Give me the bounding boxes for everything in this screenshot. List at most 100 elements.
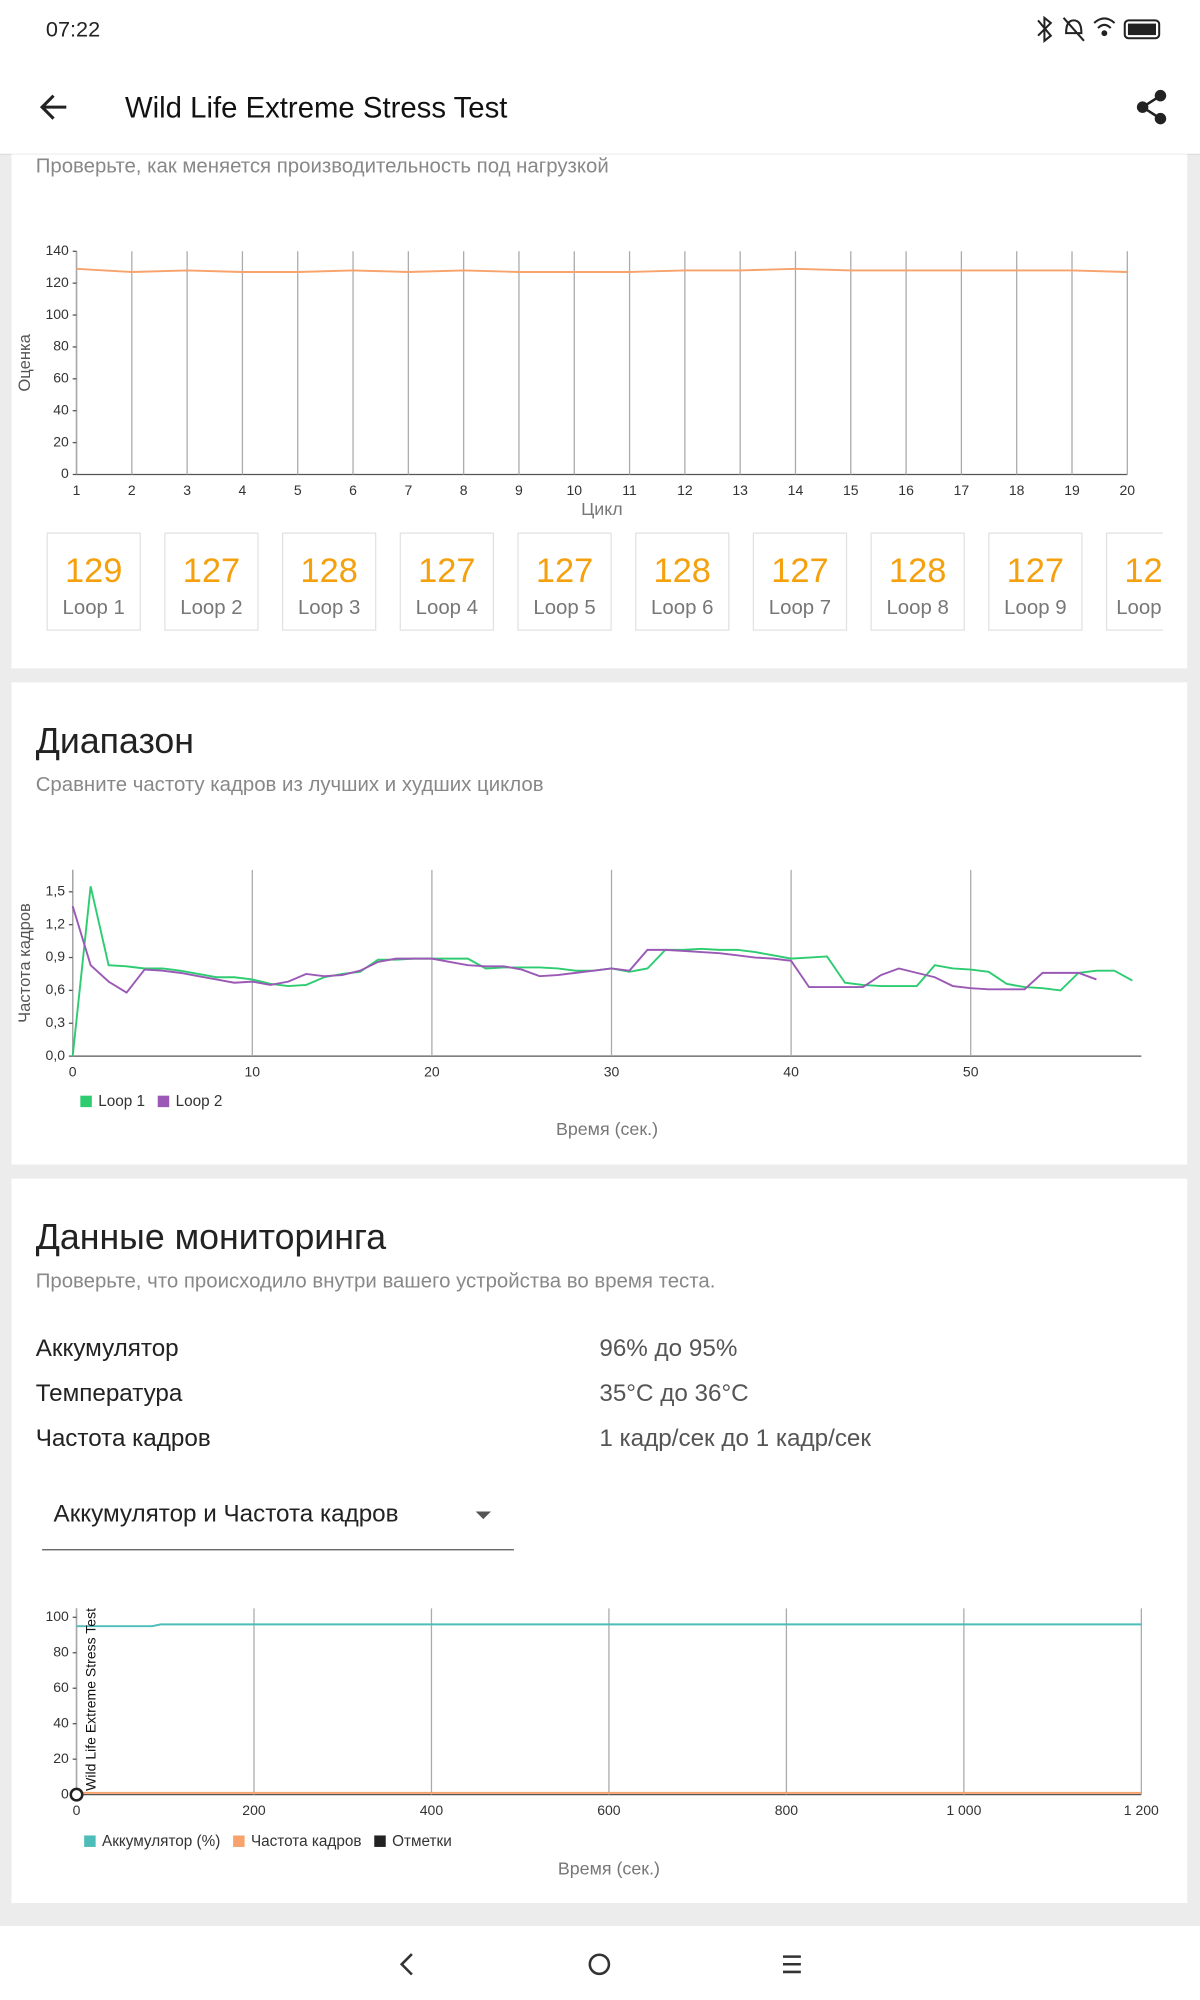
x-tick-label: 800 bbox=[775, 1802, 799, 1818]
loop-label: Loop 4 bbox=[416, 597, 478, 619]
y-tick-label: 100 bbox=[45, 1608, 69, 1624]
row-label: Аккумулятор bbox=[36, 1335, 179, 1362]
loop-score: 127 bbox=[183, 552, 240, 590]
row-label: Температура bbox=[36, 1380, 183, 1407]
x-tick-label: 10 bbox=[566, 482, 582, 498]
nav-bar bbox=[0, 1926, 1200, 2000]
loop-score: 127 bbox=[1007, 552, 1064, 590]
nav-home[interactable] bbox=[588, 1953, 611, 1976]
x-tick-label: 4 bbox=[239, 482, 247, 498]
legend-swatch bbox=[374, 1835, 386, 1847]
section-title: Данные мониторинга bbox=[36, 1217, 386, 1257]
y-tick-label: 0,6 bbox=[46, 981, 66, 997]
loop-score: 127 bbox=[1124, 552, 1181, 590]
share-button[interactable] bbox=[1136, 89, 1167, 125]
loop-card[interactable] bbox=[281, 532, 377, 631]
loop-card[interactable] bbox=[752, 532, 848, 631]
loop-label: Loop 9 bbox=[1004, 597, 1066, 619]
loop-card[interactable] bbox=[635, 532, 730, 631]
y-tick-label: 20 bbox=[53, 1750, 69, 1766]
nav-menu[interactable] bbox=[782, 1955, 801, 1974]
loop-card[interactable] bbox=[988, 532, 1083, 631]
legend-swatch bbox=[157, 1095, 170, 1108]
x-tick-label: 14 bbox=[788, 482, 804, 498]
x-tick-label: 18 bbox=[1009, 482, 1025, 498]
loop-score: 128 bbox=[300, 552, 357, 590]
y-tick-label: 80 bbox=[53, 1643, 69, 1659]
legend-label: Отметки bbox=[392, 1833, 452, 1850]
legend-swatch bbox=[80, 1095, 92, 1108]
loop-label: Loop 1 bbox=[63, 597, 125, 619]
x-axis-title: Время (сек.) bbox=[558, 1859, 660, 1879]
x-tick-label: 13 bbox=[732, 482, 748, 498]
loop-label: Loop 2 bbox=[180, 597, 242, 619]
y-tick-label: 0 bbox=[61, 465, 69, 481]
loop-card[interactable] bbox=[46, 532, 141, 631]
y-tick-label: 20 bbox=[53, 433, 69, 449]
dropdown-arrow[interactable] bbox=[475, 1511, 491, 1520]
x-tick-label: 3 bbox=[183, 482, 191, 498]
x-tick-label: 9 bbox=[515, 482, 523, 498]
app-title: Wild Life Extreme Stress Test bbox=[125, 91, 507, 124]
loop-card[interactable] bbox=[1105, 532, 1200, 631]
status-time: 07:22 bbox=[46, 16, 100, 41]
x-tick-label: 11 bbox=[622, 482, 637, 498]
legend-label: Loop 2 bbox=[176, 1093, 223, 1110]
marker-label: Wild Life Extreme Stress Test bbox=[83, 1608, 99, 1791]
section-subtitle: Проверьте, что происходило внутри вашего… bbox=[36, 1270, 716, 1292]
x-tick-label: 200 bbox=[242, 1802, 266, 1818]
x-axis-title: Время (сек.) bbox=[556, 1119, 658, 1139]
section-title: Диапазон bbox=[36, 721, 194, 761]
section-subtitle: Сравните частоту кадров из лучших и худш… bbox=[36, 774, 544, 796]
loop-label: Loop 3 bbox=[298, 597, 360, 619]
x-tick-label: 10 bbox=[244, 1063, 260, 1079]
series-line bbox=[76, 267, 1128, 273]
x-tick-label: 0 bbox=[73, 1802, 81, 1818]
legend-label: Аккумулятор (%) bbox=[102, 1833, 220, 1850]
loop-label: Loop 6 bbox=[651, 597, 713, 619]
x-tick-label: 15 bbox=[843, 482, 859, 498]
y-axis-title: Частота кадров bbox=[15, 903, 34, 1023]
y-tick-label: 100 bbox=[45, 306, 69, 322]
legend-swatch bbox=[233, 1835, 245, 1847]
x-tick-label: 1 200 bbox=[1124, 1802, 1159, 1818]
y-tick-label: 0,3 bbox=[46, 1014, 66, 1030]
x-tick-label: 600 bbox=[597, 1802, 621, 1818]
y-tick-label: 80 bbox=[53, 338, 69, 354]
x-tick-label: 1 bbox=[73, 482, 81, 498]
row-value: 35°C до 36°C bbox=[599, 1380, 748, 1407]
dropdown[interactable]: Аккумулятор и Частота кадров bbox=[42, 1501, 514, 1551]
loop-card[interactable] bbox=[870, 532, 965, 631]
x-tick-label: 50 bbox=[963, 1063, 979, 1079]
x-tick-label: 19 bbox=[1064, 482, 1080, 498]
loop-score: 128 bbox=[889, 552, 946, 590]
loop-label: Loop 8 bbox=[886, 597, 948, 619]
y-tick-label: 60 bbox=[53, 1679, 69, 1695]
legend-label: Loop 1 bbox=[98, 1093, 145, 1110]
x-tick-label: 7 bbox=[404, 482, 412, 498]
x-tick-label: 12 bbox=[677, 482, 693, 498]
y-tick-label: 0,9 bbox=[46, 948, 66, 964]
y-tick-label: 60 bbox=[53, 370, 69, 386]
y-tick-label: 140 bbox=[45, 242, 69, 258]
loop-card[interactable] bbox=[399, 532, 495, 631]
top-bar-bg bbox=[0, 0, 1200, 155]
y-tick-label: 1,2 bbox=[46, 915, 66, 931]
monitoring-card bbox=[11, 1178, 1188, 1904]
loop-label: Loop 5 bbox=[533, 597, 595, 619]
legend-swatch bbox=[84, 1835, 96, 1847]
x-tick-label: 17 bbox=[954, 482, 970, 498]
x-tick-label: 5 bbox=[294, 482, 302, 498]
back-button[interactable] bbox=[39, 94, 67, 120]
y-tick-label: 0,0 bbox=[46, 1047, 66, 1063]
loop-card[interactable] bbox=[517, 532, 612, 631]
x-tick-label: 30 bbox=[604, 1063, 620, 1079]
loop-score: 127 bbox=[418, 552, 475, 590]
dropdown-text[interactable]: Аккумулятор и Частота кадров bbox=[54, 1501, 399, 1528]
nav-back[interactable] bbox=[399, 1953, 413, 1976]
x-tick-label: 8 bbox=[460, 482, 468, 498]
loop-card[interactable] bbox=[164, 532, 259, 631]
y-tick-label: 40 bbox=[53, 1714, 69, 1730]
